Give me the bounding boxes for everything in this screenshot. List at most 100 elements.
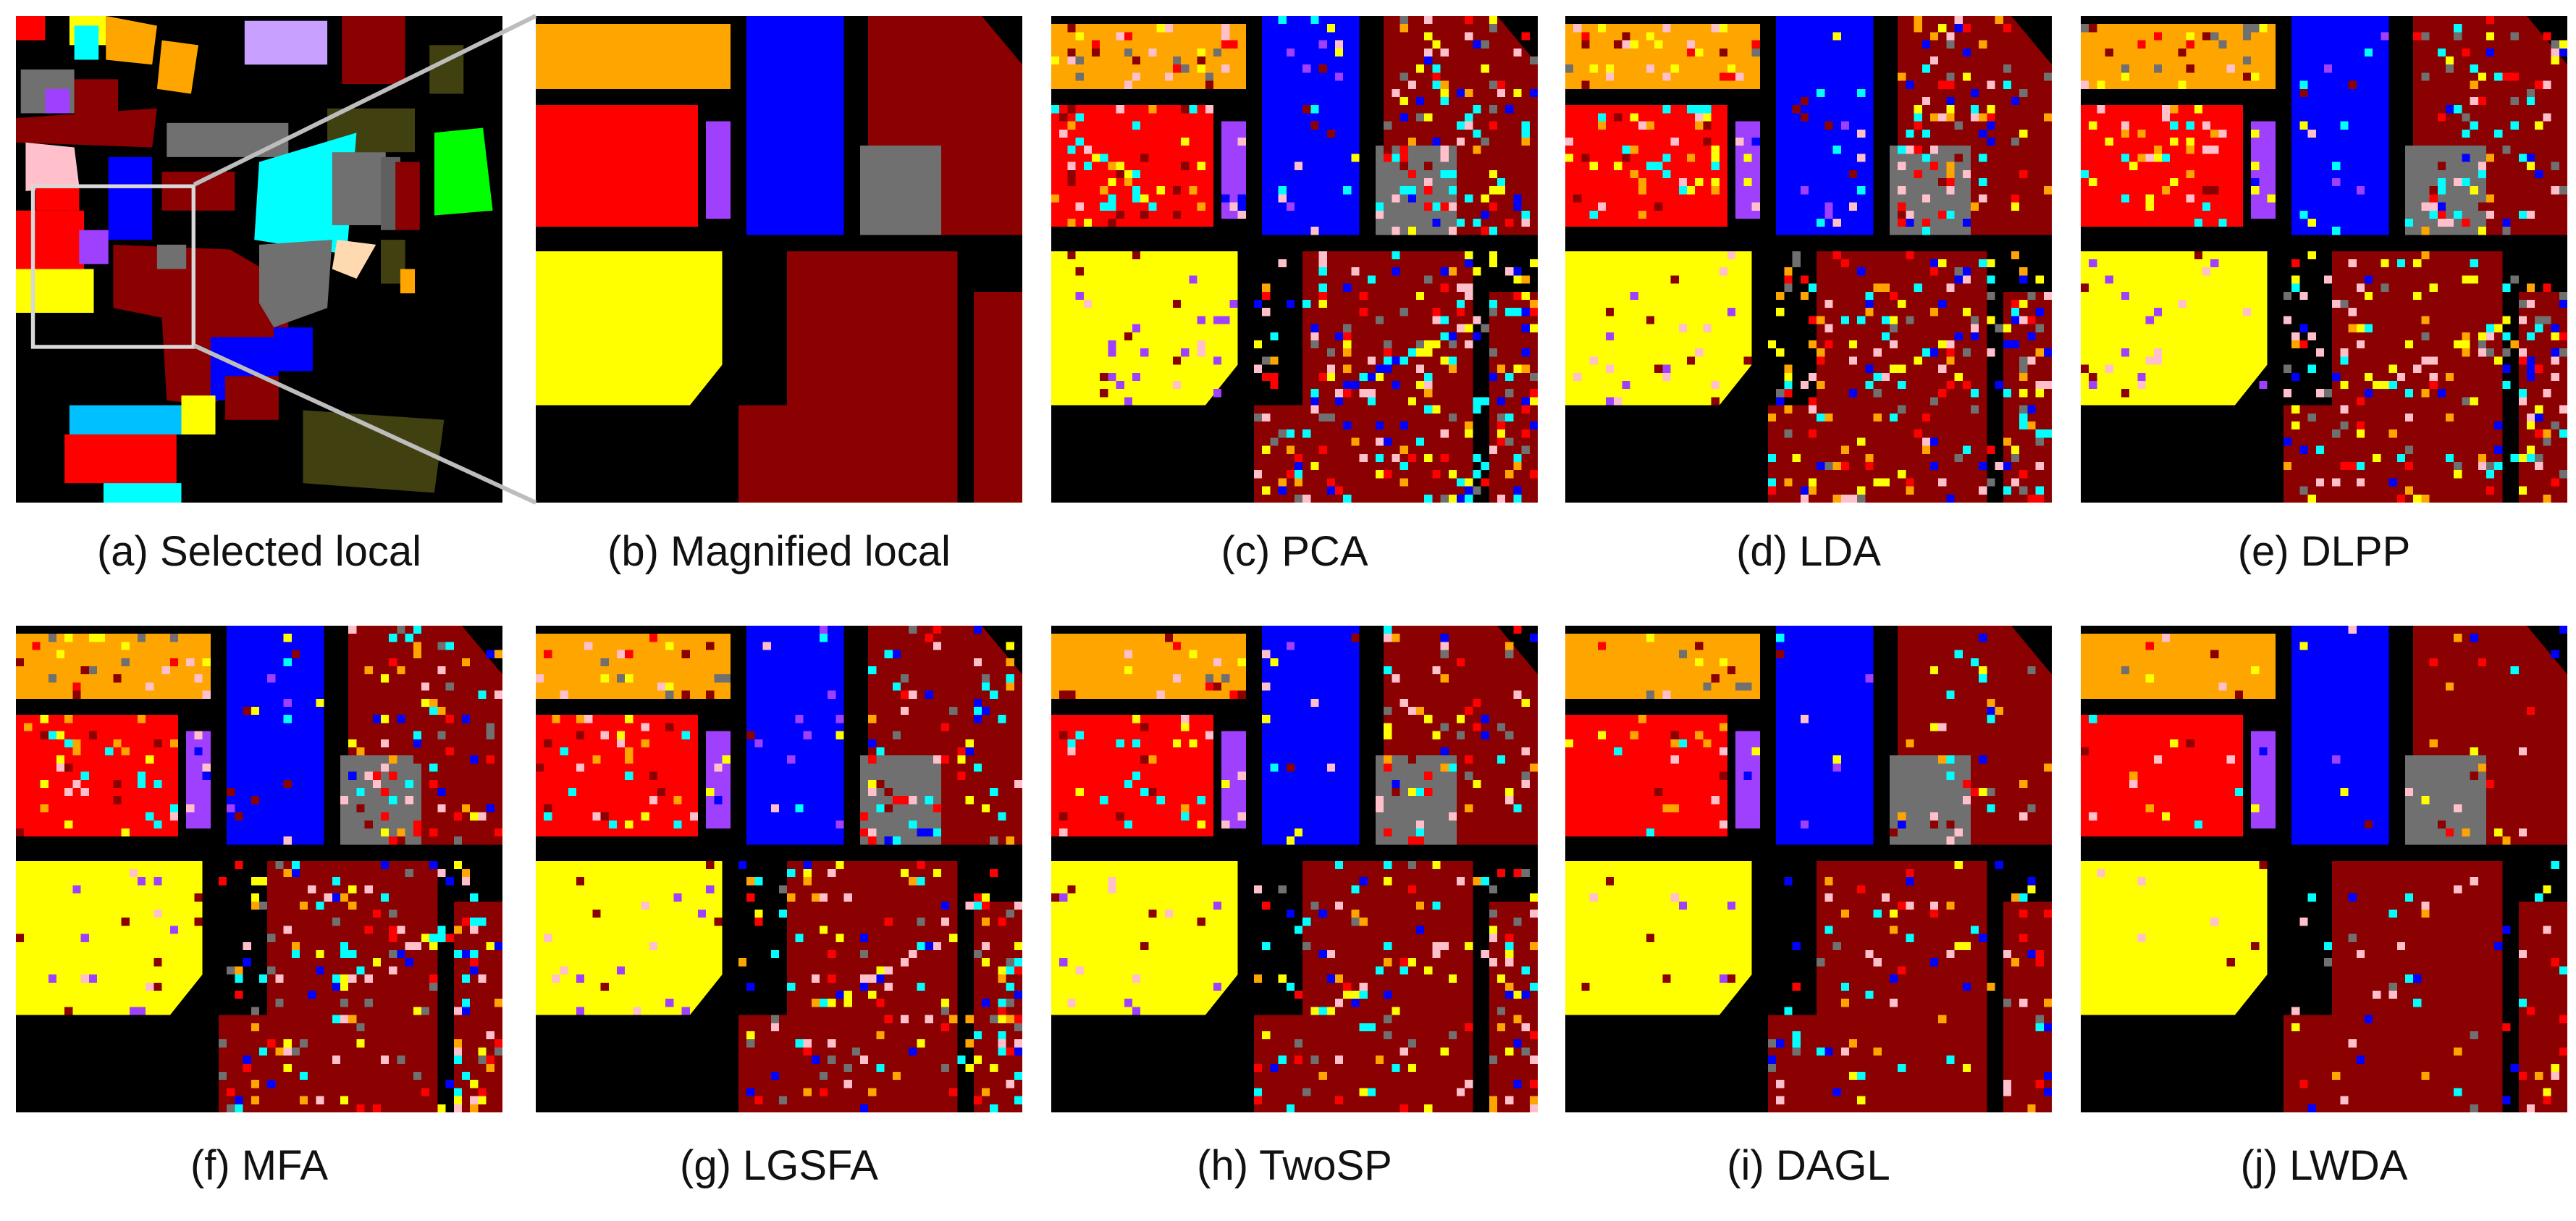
streak-pixel xyxy=(1865,381,1874,390)
misclassified-pixel xyxy=(1938,389,1947,398)
misclassified-pixel xyxy=(1359,308,1368,316)
misclassified-pixel xyxy=(2429,202,2438,211)
misclassified-pixel xyxy=(462,950,471,959)
misclassified-pixel xyxy=(2478,202,2486,211)
misclassified-pixel xyxy=(2081,364,2089,373)
misclassified-pixel xyxy=(1213,389,1222,398)
misclassified-pixel xyxy=(1140,194,1149,203)
misclassified-pixel xyxy=(2486,470,2495,479)
misclassified-pixel xyxy=(1857,885,1866,894)
misclassified-pixel xyxy=(1489,80,1497,89)
misclassified-pixel xyxy=(617,731,626,739)
misclassified-pixel xyxy=(1840,999,1849,1007)
misclassified-pixel xyxy=(1335,332,1344,340)
misclassified-pixel xyxy=(835,860,844,869)
misclassified-pixel xyxy=(1489,121,1497,130)
misclassified-pixel xyxy=(746,1088,755,1096)
misclassified-pixel xyxy=(1432,40,1441,49)
misclassified-pixel xyxy=(1059,812,1068,821)
misclassified-pixel xyxy=(1971,788,1979,797)
misclassified-pixel xyxy=(1489,202,1497,211)
misclassified-pixel xyxy=(892,682,901,691)
misclassified-pixel xyxy=(1824,340,1833,349)
misclassified-pixel xyxy=(348,739,357,747)
misclassified-pixel xyxy=(1108,194,1116,203)
misclassified-pixel xyxy=(1262,486,1271,495)
misclassified-pixel xyxy=(600,658,609,666)
misclassified-pixel xyxy=(1776,348,1785,357)
streak-pixel xyxy=(1424,340,1433,349)
misclassified-pixel xyxy=(2421,332,2430,340)
misclassified-pixel xyxy=(381,828,390,837)
misclassified-pixel xyxy=(138,877,146,886)
misclassified-pixel xyxy=(2429,186,2438,195)
streak-pixel xyxy=(340,974,349,983)
misclassified-pixel xyxy=(2011,202,2020,211)
misclassified-pixel xyxy=(1743,682,1752,691)
misclassified-pixel xyxy=(1906,933,1914,942)
misclassified-pixel xyxy=(1481,950,1489,959)
misclassified-pixel xyxy=(1987,804,1995,813)
misclassified-pixel xyxy=(397,715,405,723)
streak-pixel xyxy=(1384,364,1392,373)
misclassified-pixel xyxy=(413,650,421,658)
misclassified-pixel xyxy=(917,918,925,926)
region-blue xyxy=(1262,16,1360,235)
misclassified-pixel xyxy=(2486,48,2495,56)
misclassified-pixel xyxy=(1075,202,1084,211)
misclassified-pixel xyxy=(657,682,666,691)
misclassified-pixel xyxy=(901,690,909,699)
misclassified-pixel xyxy=(1399,154,1408,162)
misclassified-pixel xyxy=(1440,723,1449,731)
misclassified-pixel xyxy=(2535,324,2543,332)
streak-pixel xyxy=(2486,324,2495,332)
misclassified-pixel xyxy=(1824,300,1833,309)
misclassified-pixel xyxy=(1832,146,1841,154)
misclassified-pixel xyxy=(2365,48,2373,56)
misclassified-pixel xyxy=(949,1088,958,1096)
misclassified-pixel xyxy=(227,788,235,797)
misclassified-pixel xyxy=(754,1096,763,1104)
misclassified-pixel xyxy=(316,966,324,975)
misclassified-pixel xyxy=(445,877,454,886)
misclassified-pixel xyxy=(1237,138,1246,146)
misclassified-pixel xyxy=(2437,389,2446,398)
region-lightblue xyxy=(69,405,182,435)
misclassified-pixel xyxy=(2494,828,2503,837)
misclassified-pixel xyxy=(1979,194,1987,203)
misclassified-pixel xyxy=(770,804,779,813)
misclassified-pixel xyxy=(2535,364,2543,373)
misclassified-pixel xyxy=(1513,48,1522,56)
misclassified-pixel xyxy=(2527,356,2535,365)
misclassified-pixel xyxy=(1768,1055,1777,1064)
misclassified-pixel xyxy=(1213,658,1222,666)
misclassified-pixel xyxy=(901,1015,909,1023)
misclassified-pixel xyxy=(1124,80,1132,89)
misclassified-pixel xyxy=(2559,966,2567,975)
misclassified-pixel xyxy=(1792,105,1801,114)
misclassified-pixel xyxy=(2356,340,2365,349)
misclassified-pixel xyxy=(1654,161,1663,170)
misclassified-pixel xyxy=(308,885,316,894)
misclassified-pixel xyxy=(1784,372,1793,381)
misclassified-pixel xyxy=(169,739,178,747)
misclassified-pixel xyxy=(1092,40,1100,49)
misclassified-pixel xyxy=(1075,138,1084,146)
misclassified-pixel xyxy=(1213,316,1222,324)
misclassified-pixel xyxy=(1465,121,1473,130)
streak-pixel xyxy=(1359,372,1368,381)
misclassified-pixel xyxy=(1678,186,1687,195)
misclassified-pixel xyxy=(138,779,146,788)
misclassified-pixel xyxy=(2437,161,2446,170)
misclassified-pixel xyxy=(2527,161,2535,170)
misclassified-pixel xyxy=(1262,650,1271,658)
misclassified-pixel xyxy=(698,910,707,918)
region-violet-b xyxy=(79,230,109,264)
misclassified-pixel xyxy=(1898,901,1906,910)
misclassified-pixel xyxy=(706,642,715,650)
misclassified-pixel xyxy=(990,788,998,797)
misclassified-pixel xyxy=(1343,982,1352,991)
misclassified-pixel xyxy=(982,918,990,926)
misclassified-pixel xyxy=(2291,259,2300,268)
misclassified-pixel xyxy=(1857,486,1866,495)
